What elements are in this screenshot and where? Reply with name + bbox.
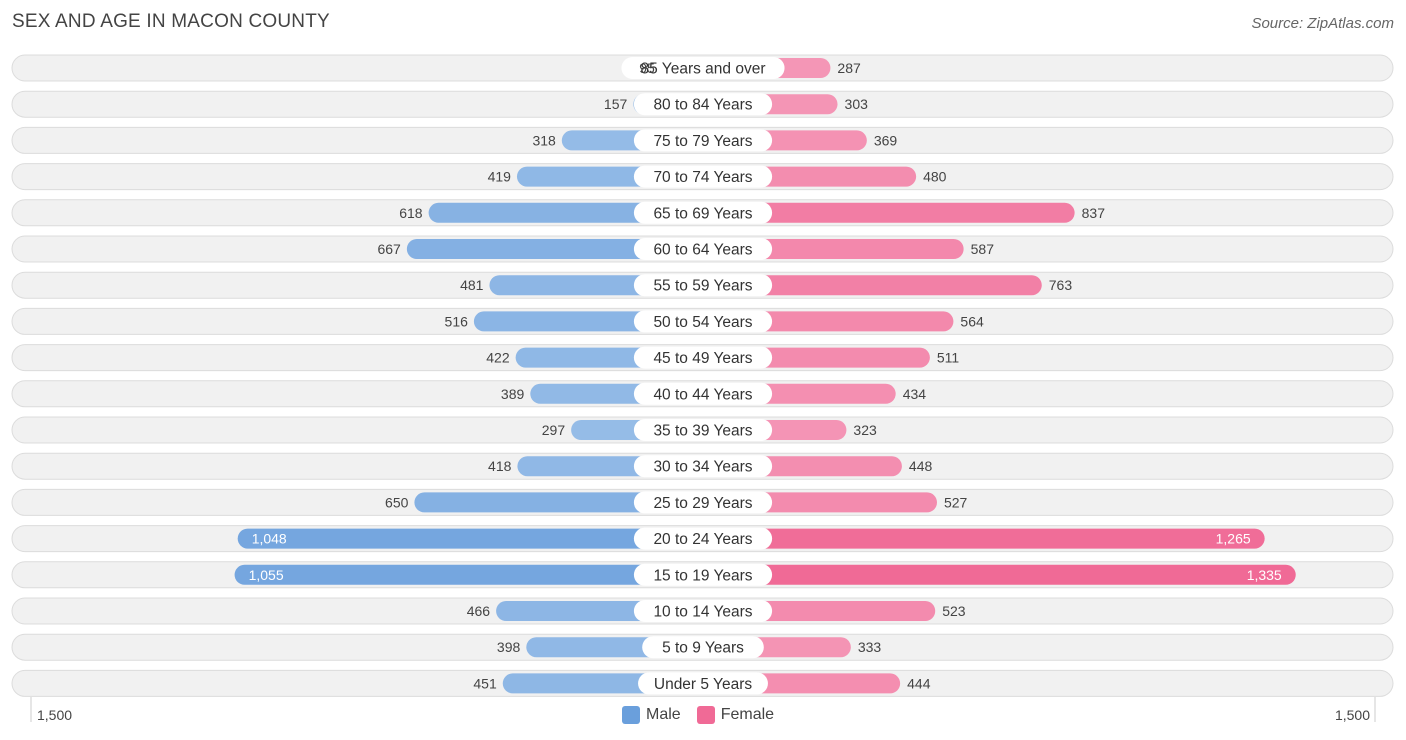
value-label-female: 444 <box>907 675 931 691</box>
category-label: 35 to 39 Years <box>653 423 752 440</box>
value-label-male: 618 <box>399 205 423 221</box>
category-label: 85 Years and over <box>641 61 766 78</box>
value-label-female: 527 <box>944 494 968 510</box>
value-label-male: 1,048 <box>252 531 287 547</box>
category-label: Under 5 Years <box>654 676 752 693</box>
value-label-female: 837 <box>1082 205 1106 221</box>
axis-left-label: 1,500 <box>37 707 73 723</box>
value-label-female: 511 <box>937 350 960 366</box>
category-pill <box>633 165 773 188</box>
value-label-female: 523 <box>942 603 966 619</box>
value-label-female: 564 <box>960 313 984 329</box>
category-pill <box>638 672 768 695</box>
category-pill <box>633 201 773 224</box>
category-label: 60 to 64 Years <box>653 242 752 259</box>
category-pill <box>633 382 773 405</box>
value-label-male: 318 <box>532 132 556 148</box>
category-pill <box>633 491 773 514</box>
value-label-female: 333 <box>858 639 882 655</box>
category-label: 40 to 44 Years <box>653 386 752 403</box>
category-label: 25 to 29 Years <box>653 495 752 512</box>
category-label: 75 to 79 Years <box>653 133 752 150</box>
category-pill <box>633 93 773 116</box>
category-label: 30 to 34 Years <box>653 459 752 476</box>
bar-female <box>693 564 1296 585</box>
chart-title: SEX AND AGE IN MACON COUNTY <box>12 11 330 32</box>
legend: Male Female <box>622 706 774 724</box>
category-pill <box>633 238 773 260</box>
category-pill <box>633 129 773 152</box>
value-label-male: 466 <box>467 603 491 619</box>
category-pill <box>633 455 773 478</box>
legend-label-male: Male <box>646 706 681 723</box>
legend-item-female[interactable]: Female <box>696 706 775 724</box>
value-label-female: 287 <box>837 60 861 76</box>
category-pill <box>633 274 773 297</box>
value-label-female: 480 <box>923 169 947 185</box>
category-pill <box>633 527 773 550</box>
category-label: 50 to 54 Years <box>653 314 752 331</box>
category-pill <box>633 346 773 369</box>
bar-female <box>693 528 1265 549</box>
legend-swatch-male <box>622 706 640 724</box>
value-label-female: 1,335 <box>1247 567 1282 583</box>
category-label: 80 to 84 Years <box>653 97 752 114</box>
category-pill <box>633 419 773 441</box>
bar-female <box>693 202 1075 223</box>
value-label-male: 516 <box>445 313 469 329</box>
value-label-female: 1,265 <box>1216 531 1251 547</box>
category-pill <box>633 600 773 622</box>
category-label: 15 to 19 Years <box>653 567 752 584</box>
value-label-male: 157 <box>604 96 628 112</box>
axis-right-label: 1,500 <box>1334 707 1370 723</box>
legend-item-male[interactable]: Male <box>622 706 681 724</box>
value-label-female: 763 <box>1049 277 1073 293</box>
source-credit: Source: ZipAtlas.com <box>1251 15 1394 32</box>
value-label-male: 451 <box>473 675 497 691</box>
legend-label-female: Female <box>720 706 775 723</box>
category-label: 5 to 9 Years <box>662 640 744 657</box>
value-label-male: 422 <box>486 350 510 366</box>
value-label-female: 587 <box>971 241 995 257</box>
value-label-female: 434 <box>903 386 927 402</box>
bar-female <box>693 275 1042 296</box>
value-label-male: 419 <box>488 169 512 185</box>
value-label-male: 389 <box>501 386 525 402</box>
category-pill <box>642 636 764 659</box>
category-pill <box>621 57 785 79</box>
bar-male <box>237 528 714 549</box>
value-label-male: 650 <box>385 494 409 510</box>
category-label: 70 to 74 Years <box>653 169 752 186</box>
category-pill <box>633 563 773 586</box>
category-pill <box>633 310 773 333</box>
bar-male <box>234 564 713 585</box>
value-label-female: 303 <box>845 96 869 112</box>
value-label-female: 448 <box>909 458 933 474</box>
value-label-female: 369 <box>874 132 898 148</box>
category-label: 55 to 59 Years <box>653 278 752 295</box>
value-label-female: 323 <box>853 422 877 438</box>
value-label-male: 481 <box>460 277 484 293</box>
category-label: 10 to 14 Years <box>653 604 752 621</box>
category-label: 65 to 69 Years <box>653 205 752 222</box>
value-label-male: 667 <box>377 241 401 257</box>
value-label-male: 1,055 <box>249 567 284 583</box>
value-label-male: 418 <box>488 458 512 474</box>
value-label-male: 398 <box>497 639 521 655</box>
value-label-male: 297 <box>542 422 566 438</box>
legend-swatch-female <box>696 706 715 724</box>
category-label: 20 to 24 Years <box>653 531 752 548</box>
category-label: 45 to 49 Years <box>653 350 752 367</box>
value-label-male: 95 <box>639 60 655 76</box>
